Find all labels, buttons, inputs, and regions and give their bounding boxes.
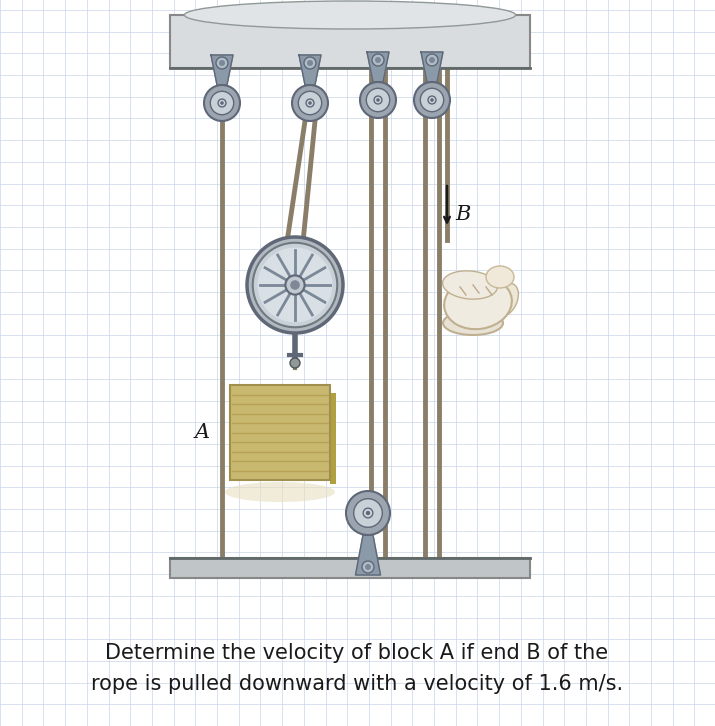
Circle shape	[247, 237, 343, 333]
Circle shape	[420, 89, 444, 112]
Ellipse shape	[225, 482, 335, 502]
Circle shape	[354, 499, 383, 527]
Circle shape	[290, 358, 300, 368]
Circle shape	[257, 248, 332, 322]
Circle shape	[366, 511, 370, 515]
Polygon shape	[355, 535, 380, 575]
Ellipse shape	[444, 277, 512, 329]
Circle shape	[360, 82, 396, 118]
Circle shape	[375, 57, 381, 63]
Circle shape	[429, 57, 435, 63]
Polygon shape	[211, 55, 233, 85]
Circle shape	[218, 99, 226, 107]
Circle shape	[308, 101, 312, 105]
Circle shape	[414, 82, 450, 118]
Circle shape	[372, 54, 384, 66]
Circle shape	[306, 99, 314, 107]
Circle shape	[304, 57, 316, 69]
Circle shape	[426, 54, 438, 66]
Circle shape	[204, 85, 240, 121]
Circle shape	[366, 89, 390, 112]
Circle shape	[365, 564, 371, 570]
Circle shape	[216, 57, 228, 69]
Text: A: A	[195, 423, 210, 442]
Circle shape	[428, 96, 436, 104]
Bar	[230, 385, 330, 480]
Ellipse shape	[184, 1, 516, 29]
Ellipse shape	[443, 271, 498, 299]
Text: B: B	[455, 205, 470, 224]
Circle shape	[219, 60, 225, 66]
Circle shape	[346, 491, 390, 535]
Circle shape	[374, 96, 382, 104]
Polygon shape	[421, 52, 443, 82]
Circle shape	[307, 60, 313, 66]
Circle shape	[362, 561, 374, 573]
Text: Determine the velocity of block A if end B of the: Determine the velocity of block A if end…	[105, 643, 608, 663]
Circle shape	[290, 280, 300, 290]
Text: rope is pulled downward with a velocity of 1.6 m/s.: rope is pulled downward with a velocity …	[91, 674, 623, 694]
Circle shape	[430, 98, 434, 102]
Circle shape	[285, 275, 305, 295]
Bar	[170, 15, 530, 68]
Circle shape	[292, 85, 328, 121]
Ellipse shape	[486, 266, 514, 288]
Circle shape	[363, 508, 373, 518]
Circle shape	[298, 91, 322, 115]
Ellipse shape	[493, 283, 518, 317]
Circle shape	[376, 98, 380, 102]
Circle shape	[210, 91, 234, 115]
Circle shape	[220, 101, 224, 105]
Circle shape	[253, 242, 337, 327]
Bar	[330, 393, 336, 484]
Polygon shape	[367, 52, 389, 82]
Polygon shape	[299, 55, 321, 85]
Ellipse shape	[443, 311, 503, 335]
Bar	[170, 558, 530, 578]
